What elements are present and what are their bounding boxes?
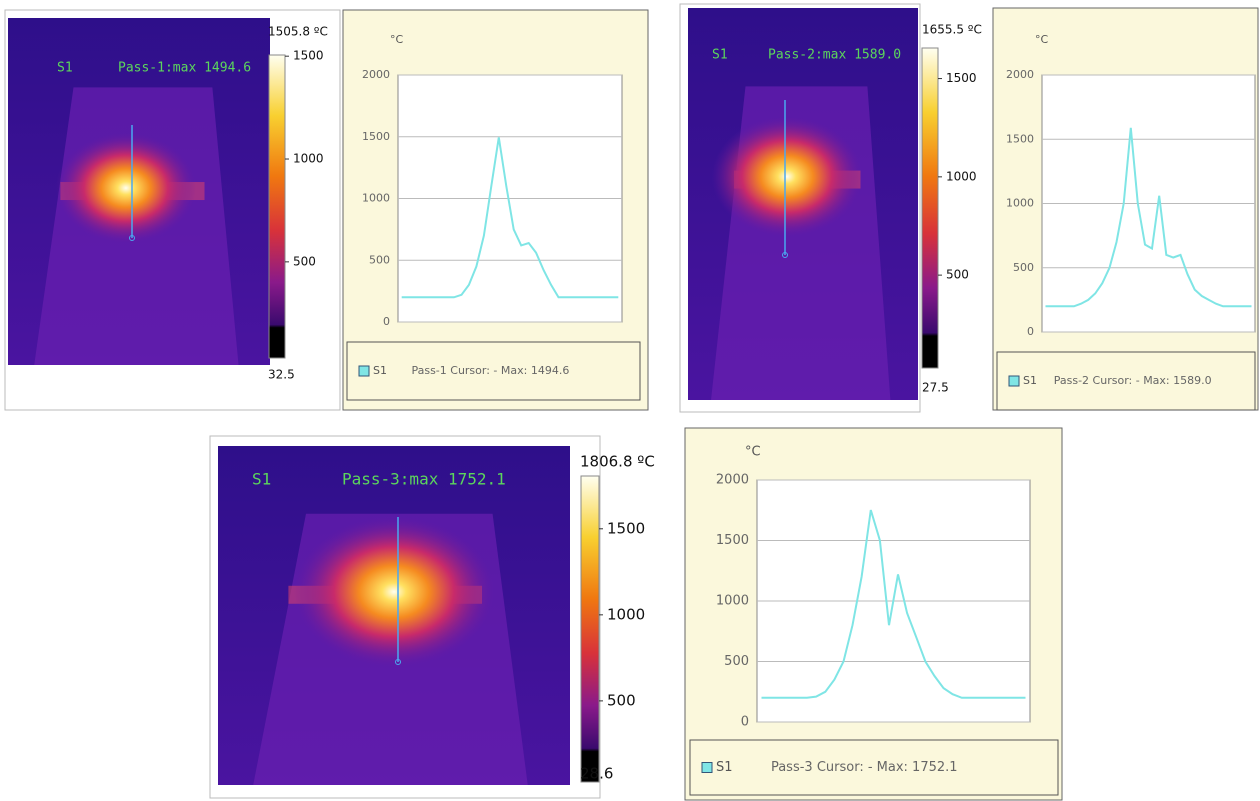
cursor-dot (129, 235, 135, 241)
legend-name: S1 (1023, 374, 1037, 387)
hot-spot (294, 516, 494, 667)
spot-label: S1 (252, 470, 271, 489)
y-tick-label: 500 (1013, 261, 1034, 274)
legend-box (346, 341, 641, 401)
line-series (761, 509, 1026, 699)
thermal-image: S1 Pass-3:max 1752.1 (218, 446, 570, 785)
spot-label: S1 (57, 61, 73, 76)
image-title: Pass-2:max 1589.0 (768, 48, 901, 63)
legend-box (689, 739, 1059, 796)
legend-text: Pass-1 Cursor: - Max: 1494.6 (411, 364, 569, 377)
thermal-image: S1 Pass-1:max 1494.6 (8, 18, 270, 365)
colorbar-tick-label: 1500 (293, 49, 324, 63)
legend-swatch (1008, 375, 1020, 387)
cursor-dot (395, 659, 401, 665)
image-title: Pass-3:max 1752.1 (342, 470, 506, 489)
y-tick-label: 1500 (1006, 132, 1034, 145)
y-tick-label: 1000 (1006, 197, 1034, 210)
colorbar (921, 47, 939, 369)
legend-text: Pass-3 Cursor: - Max: 1752.1 (771, 760, 958, 775)
colorbar (268, 54, 286, 359)
colorbar-tick-label: 1000 (607, 605, 645, 623)
scale-max: 1806.8 ºC (580, 453, 655, 471)
y-tick-label: 1500 (362, 130, 390, 143)
legend-swatch (701, 762, 713, 773)
y-tick-label: 2000 (716, 473, 749, 488)
y-tick-label: 1000 (362, 192, 390, 205)
spot-label: S1 (712, 48, 728, 63)
colorbar-tick-label: 500 (293, 254, 316, 268)
y-tick-label: 2000 (362, 68, 390, 81)
cursor-dot (782, 252, 788, 258)
y-axis-label: °C (390, 33, 404, 46)
legend-name: S1 (716, 760, 733, 775)
y-tick-label: 0 (383, 315, 390, 328)
line-series (401, 137, 619, 299)
y-tick-label: 0 (741, 715, 749, 730)
y-tick-label: 1000 (716, 594, 749, 609)
colorbar-tick-label: 1500 (607, 519, 645, 537)
colorbar (580, 475, 600, 783)
y-tick-label: 500 (369, 253, 390, 266)
colorbar-tick-label: 500 (607, 691, 636, 709)
thermal-image: S1 Pass-2:max 1589.0 (688, 8, 918, 400)
legend-name: S1 (373, 364, 387, 377)
colorbar-tick-label: 500 (946, 268, 969, 282)
legend-text: Pass-2 Cursor: - Max: 1589.0 (1054, 374, 1212, 387)
legend-box (996, 351, 1256, 411)
scale-max: 1505.8 ºC (268, 25, 328, 39)
scale-min: 27.5 (922, 381, 949, 395)
colorbar-tick-label: 1500 (946, 71, 977, 85)
y-axis-label: °C (745, 445, 761, 460)
hot-spot (711, 116, 862, 237)
image-title: Pass-1:max 1494.6 (118, 61, 251, 76)
y-tick-label: 2000 (1006, 68, 1034, 81)
scale-max: 1655.5 ºC (922, 23, 982, 37)
colorbar-tick-label: 1000 (946, 169, 977, 183)
colorbar-tick-label: 1000 (293, 152, 324, 166)
scale-min: 32.5 (268, 368, 295, 382)
hot-spot (55, 133, 196, 244)
scale-min: 28.6 (580, 765, 613, 783)
y-tick-label: 500 (724, 654, 749, 669)
line-series (1045, 127, 1252, 308)
y-tick-label: 1500 (716, 533, 749, 548)
y-axis-label: °C (1035, 33, 1049, 46)
legend-swatch (358, 365, 370, 377)
y-tick-label: 0 (1027, 325, 1034, 338)
